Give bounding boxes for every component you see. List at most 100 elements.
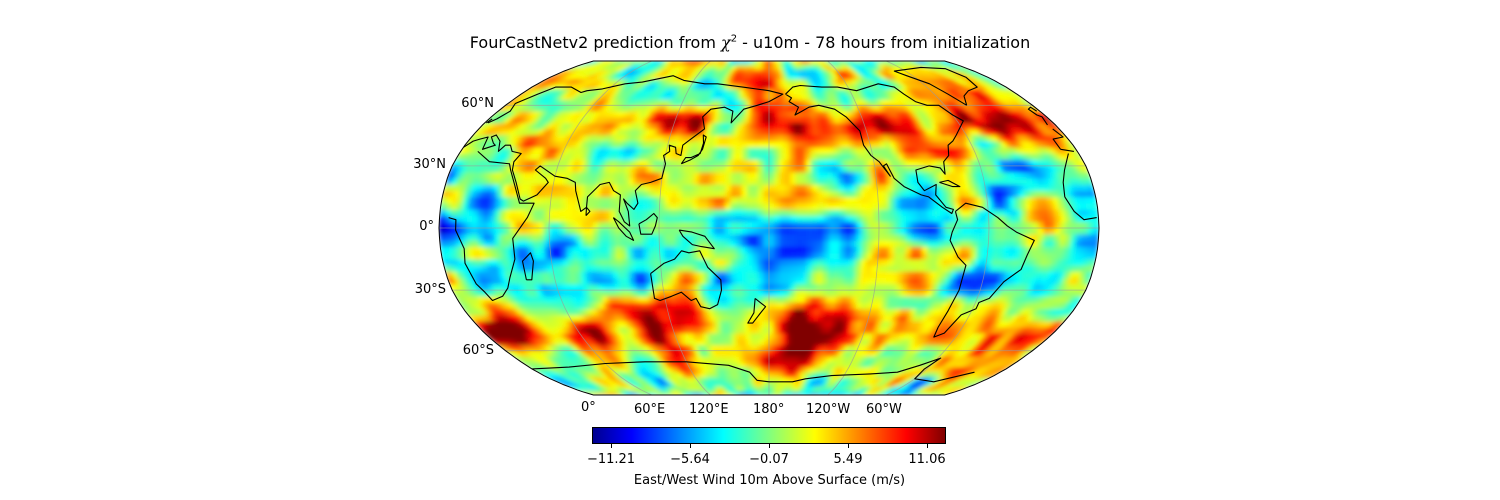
field-cell: [605, 258, 613, 266]
field-cell: [741, 233, 748, 241]
field-cell: [1009, 246, 1016, 254]
field-cell: [724, 240, 732, 247]
field-cell: [749, 332, 756, 340]
field-cell: [823, 202, 830, 210]
field-cell: [883, 215, 891, 223]
field-cell: [642, 202, 650, 210]
field-cell: [999, 233, 1006, 241]
field-cell: [783, 302, 790, 310]
field-cell: [752, 264, 759, 272]
field-cell: [998, 240, 1006, 247]
field-cell: [888, 246, 896, 254]
field-cell: [466, 233, 473, 241]
field-cell: [774, 252, 781, 260]
field-cell: [746, 258, 754, 266]
field-cell: [576, 233, 583, 241]
field-cell: [505, 240, 512, 247]
field-cell: [730, 190, 737, 198]
field-cell: [698, 277, 706, 285]
field-cell: [758, 326, 765, 334]
field-cell: [708, 196, 715, 204]
field-cell: [716, 153, 723, 160]
field-cell: [743, 314, 750, 322]
field-cell: [867, 209, 874, 216]
field-cell: [999, 215, 1006, 223]
field-cell: [593, 196, 601, 204]
field-cell: [806, 258, 813, 266]
field-cell: [1075, 240, 1083, 247]
field-cell: [543, 227, 550, 235]
field-cell: [614, 233, 622, 241]
field-cell: [627, 184, 635, 191]
field-cell: [670, 196, 677, 204]
field-cell: [959, 252, 967, 260]
field-cell: [828, 258, 835, 266]
field-cell: [840, 215, 847, 223]
field-cell: [779, 240, 786, 247]
field-cell: [889, 215, 896, 223]
field-cell: [871, 258, 879, 266]
field-cell: [801, 227, 808, 235]
field-cell: [828, 240, 836, 247]
field-cell: [1003, 202, 1011, 210]
field-cell: [549, 209, 556, 216]
field-cell: [499, 233, 506, 241]
field-cell: [838, 271, 845, 279]
field-cell: [750, 344, 757, 352]
field-cell: [671, 264, 678, 272]
field-cell: [779, 165, 786, 173]
field-cell: [816, 277, 823, 285]
field-cell: [954, 240, 962, 247]
field-cell: [778, 320, 785, 328]
field-cell: [754, 326, 760, 334]
field-cell: [779, 171, 786, 179]
field-cell: [1015, 215, 1023, 223]
field-cell: [719, 264, 727, 272]
field-cell: [778, 326, 784, 334]
field-cell: [926, 252, 934, 260]
field-cell: [779, 215, 786, 223]
field-cell: [1059, 233, 1067, 241]
field-cell: [856, 221, 863, 229]
field-cell: [837, 171, 845, 179]
field-cell: [768, 326, 775, 334]
field-cell: [565, 221, 572, 229]
field-cell: [832, 165, 839, 173]
field-cell: [763, 240, 770, 247]
field-cell: [1009, 209, 1017, 216]
field-cell: [538, 209, 545, 216]
field-cell: [768, 227, 775, 235]
field-cell: [751, 350, 757, 357]
field-cell: [844, 196, 852, 204]
field-cell: [773, 283, 780, 291]
field-cell: [801, 196, 808, 204]
field-cell: [982, 227, 990, 235]
field-cell: [603, 240, 611, 247]
field-cell: [702, 221, 709, 229]
field-cell: [659, 246, 666, 254]
field-cell: [742, 283, 749, 291]
field-cell: [794, 153, 801, 160]
field-cell: [888, 202, 896, 210]
field-cell: [703, 184, 711, 191]
field-cell: [779, 178, 786, 185]
field-cell: [477, 209, 485, 216]
field-cell: [817, 209, 825, 216]
field-cell: [966, 221, 973, 229]
field-cell: [828, 246, 836, 254]
field-cell: [872, 246, 879, 254]
field-cell: [527, 246, 535, 254]
field-cell: [763, 332, 770, 340]
field-cell: [592, 233, 600, 241]
field-cell: [483, 240, 490, 247]
field-cell: [680, 209, 688, 216]
field-cell: [582, 196, 590, 204]
field-cell: [765, 385, 770, 391]
field-cell: [741, 209, 748, 216]
field-cell: [730, 264, 737, 272]
field-cell: [798, 314, 805, 322]
field-cell: [1026, 209, 1033, 216]
field-cell: [669, 240, 677, 247]
field-cell: [794, 159, 802, 167]
field-cell: [725, 271, 732, 279]
